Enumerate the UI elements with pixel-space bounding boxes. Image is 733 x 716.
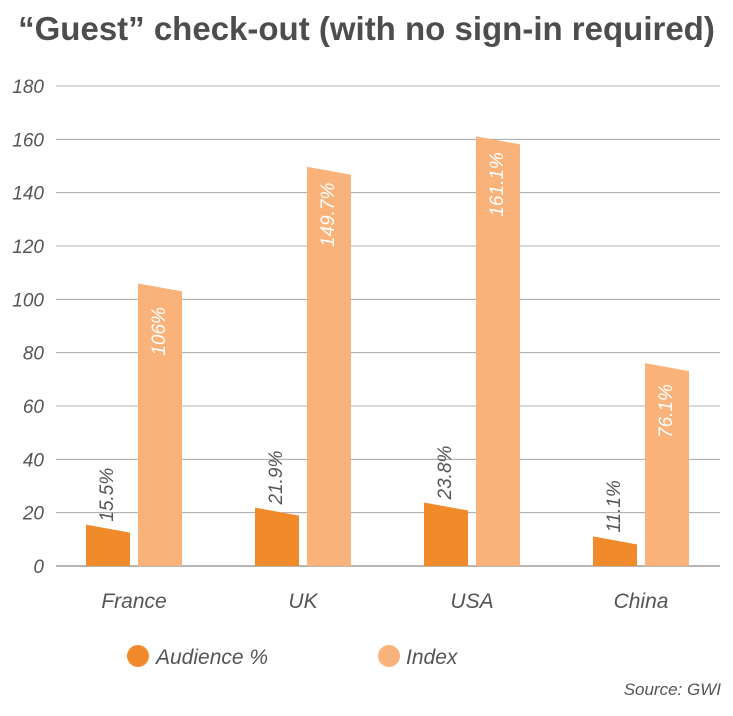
bars [86,136,689,567]
x-tick-label: UK [288,590,318,613]
data-label: 106% [149,307,170,356]
legend: Audience % Index [127,645,459,669]
data-label: 11.1% [604,480,625,533]
bar-audience [593,536,637,566]
x-tick-label: France [101,590,166,613]
bar-index [307,166,351,567]
y-tick-label: 140 [12,184,44,205]
bar-index [645,363,689,566]
bar-index [138,283,182,566]
y-tick-label: 40 [23,450,45,471]
y-tick-label: 160 [12,130,44,151]
data-label: 161.1% [487,152,508,217]
data-label: 149.7% [318,182,339,247]
data-label: 23.8% [435,445,456,500]
data-label: 15.5% [97,468,118,522]
x-tick-label: USA [450,590,493,613]
x-tick-label: China [614,590,669,613]
source-note: Source: GWI [623,680,721,699]
y-tick-label: 60 [23,397,45,418]
legend-swatch-audience [127,645,149,667]
y-tick-label: 20 [22,504,45,525]
legend-label-audience: Audience % [154,646,268,669]
y-tick-label: 0 [33,557,44,578]
y-axis-ticks: 0 20 40 60 80 100 120 140 160 180 [12,77,44,578]
y-tick-label: 80 [23,344,45,365]
bar-audience [86,524,130,566]
y-tick-label: 180 [12,77,44,98]
data-label: 21.9% [266,451,287,506]
legend-label-index: Index [406,646,459,669]
bar-index [476,136,520,566]
bar-audience [424,502,468,566]
x-axis-ticks: France UK USA China [101,590,668,613]
y-tick-label: 100 [12,290,44,311]
y-tick-label: 120 [12,237,44,258]
chart-title: “Guest” check-out (with no sign-in requi… [18,10,715,47]
bar-audience [255,507,299,566]
legend-swatch-index [378,645,400,667]
data-label: 76.1% [656,384,677,438]
data-labels: 15.5% 106% 21.9% 149.7% 23.8% 161.1% 11.1% 76.1… [97,152,677,533]
